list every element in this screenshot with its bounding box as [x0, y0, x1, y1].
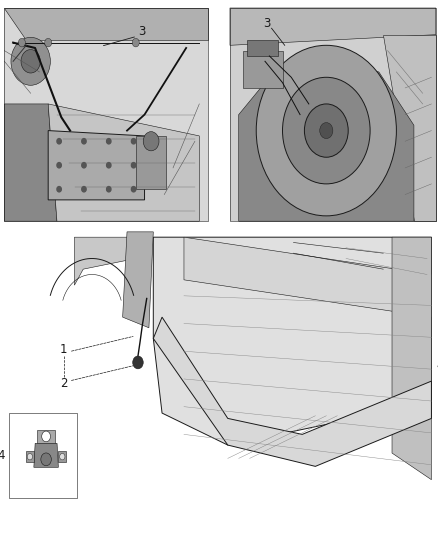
Circle shape — [132, 38, 139, 47]
Circle shape — [21, 50, 40, 73]
Circle shape — [82, 139, 86, 144]
Circle shape — [320, 123, 333, 139]
Circle shape — [106, 187, 111, 192]
Circle shape — [57, 139, 61, 144]
Circle shape — [11, 37, 50, 85]
Bar — [243, 51, 283, 88]
Polygon shape — [239, 61, 414, 221]
Text: 2: 2 — [60, 377, 67, 390]
Circle shape — [131, 163, 136, 168]
Circle shape — [42, 431, 50, 442]
Polygon shape — [184, 237, 431, 317]
Bar — [136, 136, 166, 189]
Polygon shape — [392, 237, 431, 480]
Bar — [230, 8, 436, 221]
Circle shape — [60, 454, 65, 460]
Circle shape — [41, 453, 51, 466]
Circle shape — [82, 187, 86, 192]
Circle shape — [131, 187, 136, 192]
Circle shape — [133, 356, 143, 369]
Polygon shape — [58, 451, 66, 462]
Circle shape — [283, 77, 370, 184]
Polygon shape — [153, 317, 431, 466]
Polygon shape — [4, 8, 208, 40]
Circle shape — [27, 454, 32, 460]
Circle shape — [18, 38, 25, 47]
Text: 3: 3 — [139, 26, 146, 38]
Text: 3: 3 — [264, 18, 271, 30]
Circle shape — [45, 38, 52, 47]
Polygon shape — [26, 451, 34, 462]
Circle shape — [106, 163, 111, 168]
Text: 1: 1 — [60, 343, 67, 356]
Bar — [4, 8, 208, 221]
Polygon shape — [48, 104, 199, 221]
Polygon shape — [230, 8, 436, 45]
Circle shape — [57, 163, 61, 168]
Polygon shape — [153, 237, 431, 445]
Polygon shape — [48, 131, 145, 200]
Polygon shape — [123, 232, 153, 328]
Polygon shape — [383, 35, 436, 221]
Bar — [74, 232, 436, 480]
Circle shape — [106, 139, 111, 144]
Circle shape — [304, 104, 348, 157]
Circle shape — [82, 163, 86, 168]
Text: 4: 4 — [0, 449, 5, 462]
Text: 4: 4 — [437, 359, 438, 372]
Polygon shape — [74, 237, 136, 285]
Bar — [230, 8, 436, 221]
Polygon shape — [4, 104, 57, 221]
Circle shape — [57, 187, 61, 192]
Bar — [37, 430, 55, 443]
Circle shape — [143, 132, 159, 151]
Circle shape — [256, 45, 396, 216]
Polygon shape — [34, 443, 58, 467]
Bar — [247, 40, 278, 56]
Circle shape — [131, 139, 136, 144]
Bar — [4, 8, 208, 221]
Bar — [9, 413, 77, 498]
